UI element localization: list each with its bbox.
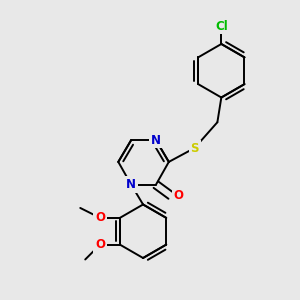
Text: O: O: [95, 212, 105, 224]
Text: S: S: [190, 142, 199, 154]
Text: O: O: [174, 189, 184, 202]
Text: O: O: [95, 238, 105, 251]
Text: N: N: [151, 134, 161, 147]
Text: Cl: Cl: [215, 20, 228, 33]
Text: N: N: [126, 178, 136, 191]
